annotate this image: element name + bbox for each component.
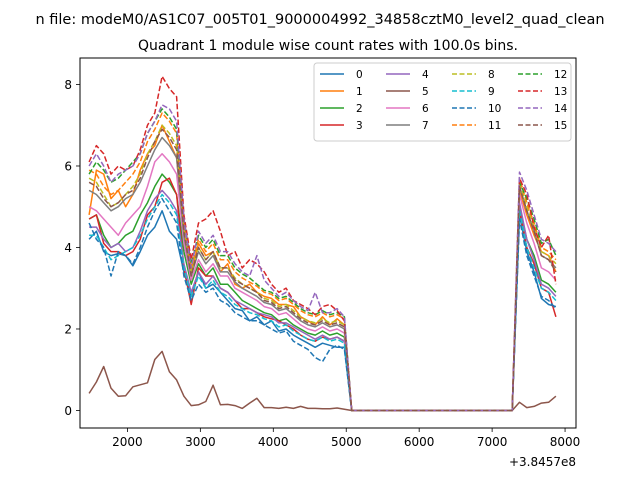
y-tick-label: 6	[64, 159, 72, 173]
plot-frame	[79, 57, 577, 429]
x-tick-label: 3000	[185, 435, 216, 449]
legend-label-0: 0	[356, 69, 363, 81]
legend-frame	[313, 62, 572, 142]
y-tick-label: 4	[64, 241, 72, 255]
legend-label-8: 8	[488, 69, 495, 81]
x-tick-label: 5000	[331, 435, 362, 449]
series-line-15	[88, 128, 557, 412]
x-tick-label: 4000	[258, 435, 289, 449]
legend-label-5: 5	[422, 86, 429, 98]
figure-suptitle: n file: modeM0/AS1C07_005T01_9000004992_…	[35, 12, 604, 28]
series-line-14	[88, 104, 557, 412]
legend-label-7: 7	[422, 120, 429, 132]
y-tick-label: 2	[64, 322, 72, 336]
x-axis: 2000 3000 4000 5000 6000 7000 8000	[112, 428, 580, 449]
legend-label-1: 1	[356, 86, 363, 98]
legend-label-6: 6	[422, 103, 429, 115]
legend-label-11: 11	[488, 120, 501, 132]
legend-label-14: 14	[554, 103, 568, 115]
legend-label-4: 4	[422, 69, 429, 81]
x-offset-label: +3.8457e8	[509, 455, 576, 469]
y-axis: 0 2 4 6 8	[64, 78, 80, 418]
series-layer	[88, 75, 557, 412]
x-tick-label: 6000	[404, 435, 435, 449]
legend-label-9: 9	[488, 86, 495, 98]
legend-label-15: 15	[554, 120, 567, 132]
chart-title: Quadrant 1 module wise count rates with …	[138, 38, 518, 54]
legend-label-13: 13	[554, 86, 567, 98]
y-tick-label: 8	[64, 78, 72, 92]
legend-label-3: 3	[356, 120, 363, 132]
x-tick-label: 7000	[477, 435, 508, 449]
legend-label-10: 10	[488, 103, 501, 115]
y-tick-label: 0	[64, 404, 72, 418]
x-tick-label: 8000	[550, 435, 581, 449]
legend-label-2: 2	[356, 103, 363, 115]
legend-label-12: 12	[554, 69, 567, 81]
x-tick-label: 2000	[112, 435, 143, 449]
